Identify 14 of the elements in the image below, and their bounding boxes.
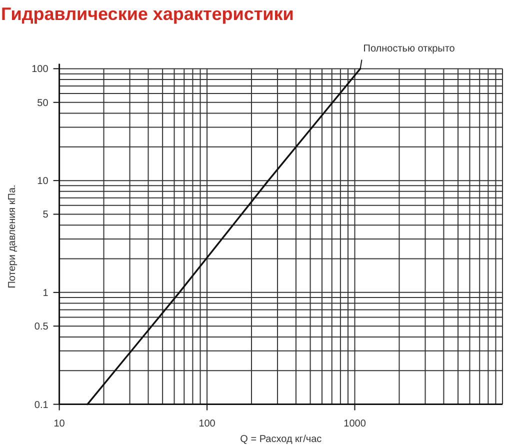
annotation: Полностью открыто <box>363 44 456 55</box>
y-tick-label: 0.1 <box>34 400 49 411</box>
x-axis-title: Q = Расход кг/час <box>240 434 322 445</box>
x-tick-label: 100 <box>198 418 216 430</box>
y-tick-label: 0.5 <box>34 322 49 333</box>
x-tick-label: 1000 <box>344 418 366 430</box>
chart-title: Гидравлические характеристики <box>1 4 294 24</box>
y-tick-label: 100 <box>32 64 49 76</box>
x-tick-label: 10 <box>54 418 66 430</box>
y-tick-label: 10 <box>37 176 49 188</box>
y-tick-label: 5 <box>42 210 49 221</box>
y-tick-label: 1 <box>42 288 49 299</box>
y-tick-label: 50 <box>37 98 49 109</box>
y-axis-title: Потери давления кПа. <box>7 184 18 288</box>
